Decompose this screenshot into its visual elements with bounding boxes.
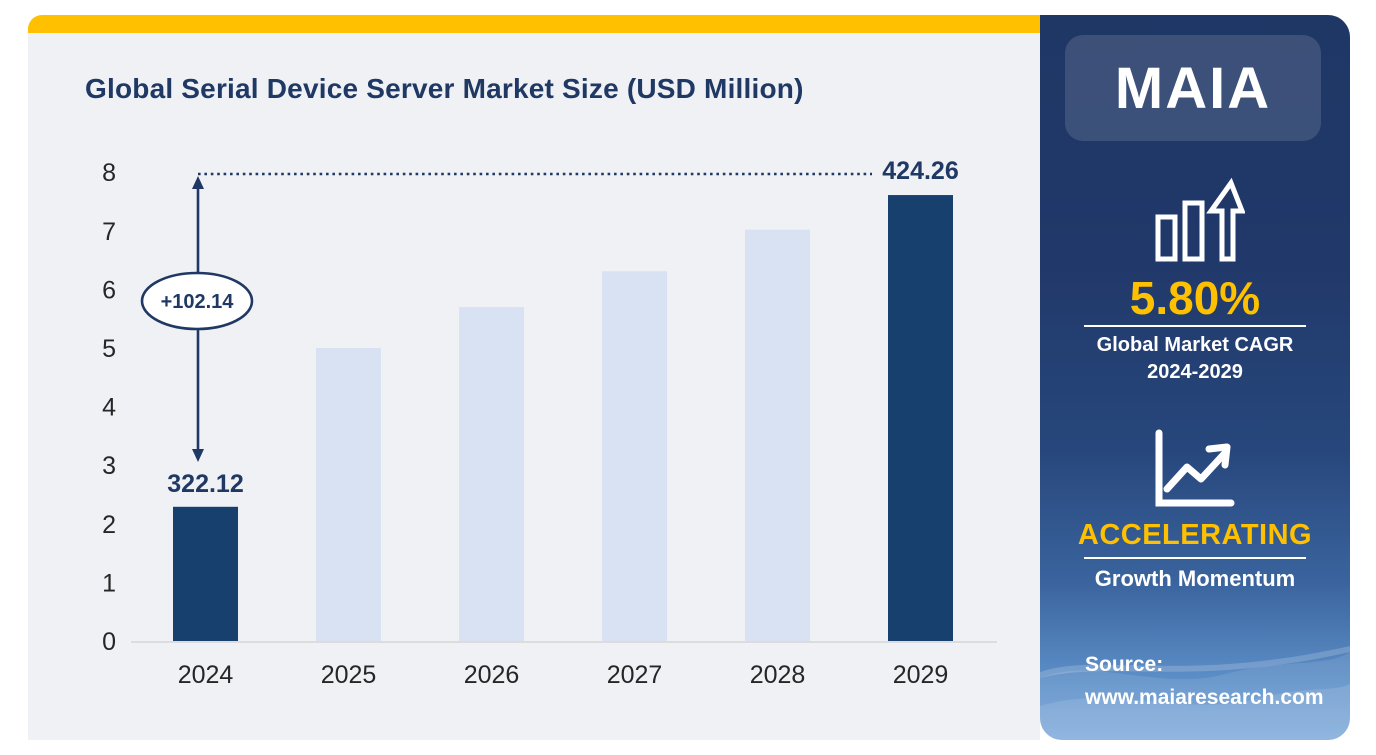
arrow-down-icon (192, 449, 204, 462)
x-tick-label: 2027 (607, 661, 663, 689)
delta-ellipse (140, 271, 254, 331)
x-tick-label: 2025 (321, 661, 377, 689)
chart-title: Global Serial Device Server Market Size … (85, 73, 804, 104)
chart-card: 0 1 2 3 4 5 6 7 8 2024 2025 2026 2027 2028 2029 +102.14… (28, 33, 1040, 740)
divider (1084, 557, 1306, 559)
source-block: Source: www.maiaresearch.com (1085, 648, 1324, 714)
y-tick-label: 4 (102, 394, 116, 422)
sidebar: MAIA 5.80% Global Market CAGR 2024-2029 … (1040, 15, 1350, 740)
y-tick-label: 2 (102, 511, 116, 539)
start-value-label: 322.12 (167, 470, 243, 498)
y-tick-label: 7 (102, 218, 116, 246)
bar-2025 (316, 348, 381, 641)
x-tick-label: 2026 (464, 661, 520, 689)
y-tick-label: 0 (102, 628, 116, 656)
delta-value-label: +102.14 (161, 291, 235, 313)
y-tick-label: 6 (102, 276, 116, 304)
y-tick-label: 1 (102, 569, 116, 597)
bar-2026 (459, 306, 524, 641)
source-label: Source: (1085, 653, 1164, 676)
x-tick-label: 2028 (750, 661, 806, 689)
bar-2029 (888, 195, 953, 641)
x-tick-label: 2024 (178, 661, 234, 689)
x-tick-label: 2029 (893, 661, 949, 689)
arrow-up-icon (192, 176, 204, 189)
bar-2028 (745, 229, 810, 642)
momentum-caption: Growth Momentum (1094, 566, 1296, 591)
end-value-label: 424.26 (882, 157, 958, 185)
wave-decoration-icon (1040, 646, 1350, 740)
maia-logo-box: MAIA (1065, 35, 1321, 141)
y-tick-label: 8 (102, 159, 116, 187)
accent-bar (28, 15, 1040, 33)
maia-logo: MAIA (1114, 55, 1272, 121)
cagr-value: 5.80% (1129, 272, 1261, 324)
y-tick-label: 3 (102, 452, 116, 480)
line-chart-icon (1040, 427, 1350, 511)
divider (1084, 325, 1306, 327)
bar-2027 (602, 271, 667, 641)
bar-chart: 0 1 2 3 4 5 6 7 8 2024 2025 2026 2027 2028 2029 +102.14… (102, 157, 997, 689)
cagr-caption-line1: Global Market CAGR (1096, 334, 1294, 356)
cagr-caption-line2: 2024-2029 (1147, 361, 1243, 383)
momentum-value: ACCELERATING (1077, 519, 1313, 551)
source-url: www.maiaresearch.com (1085, 686, 1324, 709)
bar-2024 (173, 506, 238, 641)
growth-bars-icon (1040, 177, 1350, 263)
y-tick-label: 5 (102, 335, 116, 363)
